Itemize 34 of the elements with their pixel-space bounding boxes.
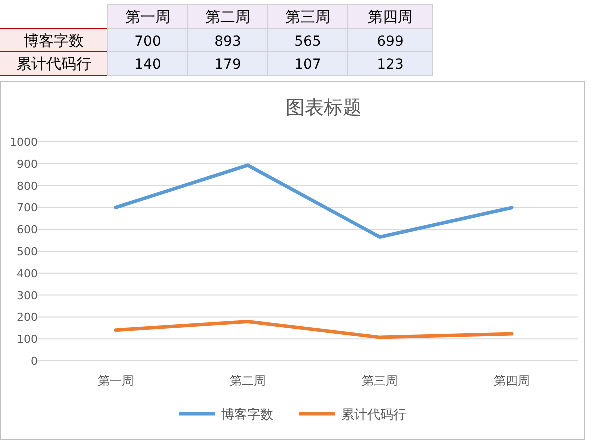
x-tick-label: 第二周 — [206, 9, 250, 26]
x-tick-label: 第二周 — [230, 374, 266, 388]
y-tick-label: 700 — [17, 202, 38, 215]
line-series — [114, 164, 514, 240]
data-label: 893 — [214, 34, 242, 50]
x-tick-label: 第四周 — [368, 9, 413, 26]
x-tick-label: 第四周 — [494, 374, 530, 388]
y-tick-label: 200 — [17, 311, 38, 324]
y-tick-label: 400 — [17, 267, 38, 280]
x-tick-label: 第三周 — [362, 374, 398, 388]
data-label: 179 — [214, 57, 242, 73]
chart-title: 图表标题 — [286, 97, 362, 119]
line-series — [114, 320, 514, 340]
y-tick-label: 0 — [31, 355, 38, 368]
y-tick-label: 600 — [17, 224, 38, 237]
x-tick-label: 第一周 — [126, 9, 170, 26]
y-tick-label: 100 — [17, 333, 38, 346]
data-label: 123 — [377, 57, 404, 73]
data-label: 565 — [294, 34, 322, 50]
y-tick-label: 300 — [17, 289, 38, 302]
y-tick-label: 800 — [17, 180, 38, 193]
data-label: 107 — [294, 57, 322, 73]
data-label: 700 — [134, 34, 162, 50]
legend-label: 博客字数 — [222, 407, 274, 423]
data-label: 699 — [377, 34, 404, 50]
y-tick-label: 900 — [17, 158, 38, 171]
x-tick-label: 第三周 — [286, 9, 330, 26]
y-tick-label: 累计代码行 — [16, 56, 92, 73]
y-tick-label: 1000 — [10, 136, 38, 149]
y-tick-label: 500 — [17, 246, 38, 258]
data-label: 140 — [134, 57, 162, 73]
legend-label: 累计代码行 — [342, 408, 406, 423]
x-tick-label: 第一周 — [98, 374, 134, 388]
y-tick-label: 博客字数 — [24, 33, 84, 50]
